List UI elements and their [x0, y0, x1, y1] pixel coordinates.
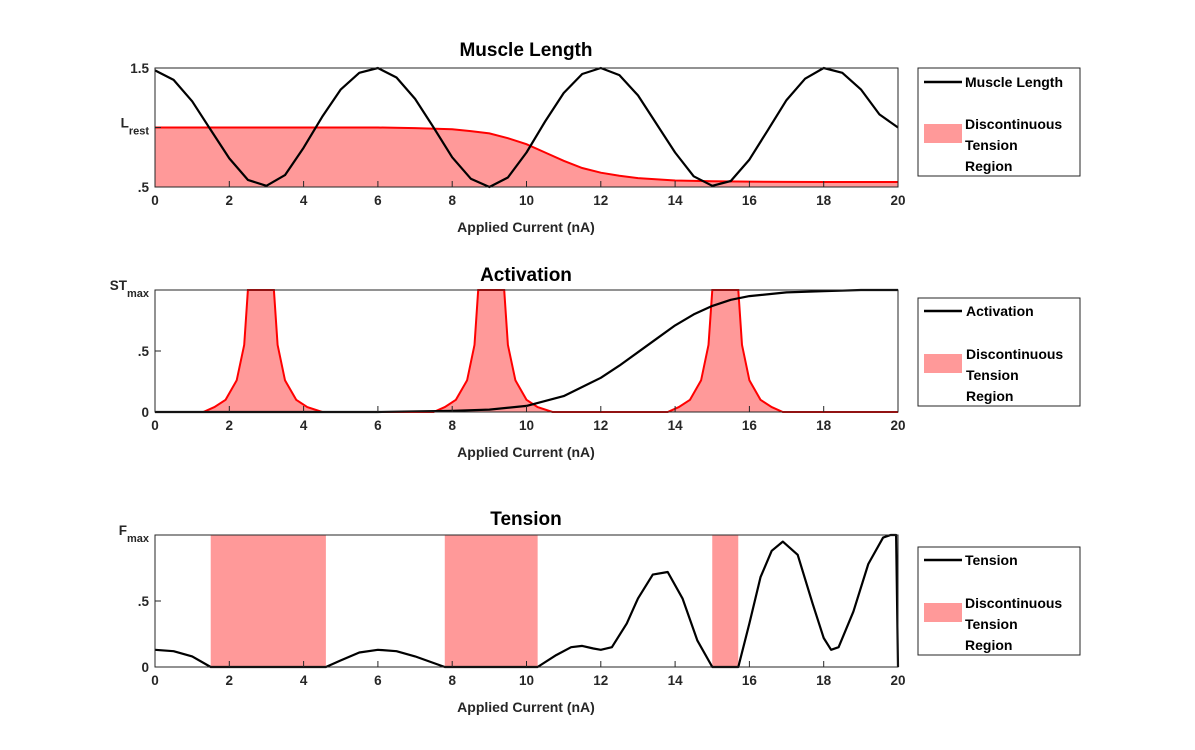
y-axis-ticks: 0 .5 Fmax	[119, 523, 161, 675]
x-tick-label: 2	[226, 193, 234, 208]
x-tick-label: 12	[593, 673, 608, 688]
x-tick-label: 0	[151, 418, 159, 433]
x-tick-label: 16	[742, 193, 758, 208]
series-line	[155, 288, 898, 414]
legend-box	[917, 297, 1081, 407]
legend[interactable]: Muscle Length Discontinuous Tension Region	[917, 67, 1081, 177]
panel-title: Muscle Length	[459, 40, 592, 61]
x-axis-label: Applied Current (nA)	[457, 444, 595, 460]
x-tick-label: 20	[890, 418, 905, 433]
y-tick-label: .5	[138, 180, 150, 195]
x-tick-label: 10	[519, 193, 534, 208]
x-axis-label: Applied Current (nA)	[457, 699, 595, 715]
y-axis-ticks: 0 .5 STmax	[110, 278, 161, 420]
y-tick-label: 1.5	[130, 61, 149, 76]
x-axis-ticks: 0 2 4 6 8 10 12 14 16 18 20	[151, 181, 906, 208]
x-tick-label: 0	[151, 193, 159, 208]
legend-label: Discontinuous Tension Region	[965, 116, 1062, 174]
x-tick-label: 8	[448, 673, 456, 688]
tension-region-area	[155, 290, 898, 412]
tension-region-band	[712, 535, 739, 667]
x-tick-label: 14	[668, 418, 684, 433]
y-tick-label: STmax	[110, 278, 150, 300]
x-tick-label: 12	[593, 418, 608, 433]
panel-tension: Tension 0 2 4 6 8 10 12 14 16 18 20 0 .5 Fmax Applie…	[119, 509, 1081, 715]
x-tick-label: 16	[742, 418, 758, 433]
legend-box	[917, 546, 1081, 656]
series-line	[154, 66, 899, 189]
x-tick-label: 10	[519, 418, 534, 433]
series-line	[154, 533, 900, 669]
legend-patch-swatch	[924, 603, 962, 622]
x-tick-label: 4	[300, 418, 308, 433]
y-tick-label: Lrest	[121, 116, 150, 138]
x-tick-label: 18	[816, 673, 832, 688]
x-tick-label: 6	[374, 193, 382, 208]
x-tick-label: 6	[374, 418, 382, 433]
tension-region-band	[444, 535, 538, 667]
legend[interactable]: Activation Discontinuous Tension Region	[917, 297, 1081, 407]
y-tick-label: .5	[138, 344, 150, 359]
x-tick-label: 4	[300, 193, 308, 208]
panel-title: Tension	[490, 509, 561, 530]
x-tick-label: 12	[593, 193, 608, 208]
legend-label: Muscle Length	[965, 74, 1063, 90]
y-axis-ticks: .5 Lrest 1.5	[121, 61, 161, 195]
legend-label: Tension	[965, 552, 1018, 568]
x-axis-ticks: 0 2 4 6 8 10 12 14 16 18 20	[151, 661, 906, 688]
panel-activation: Activation 0 2 4 6 8 10 12 14 16 18 20 0 .5 STmax Ap…	[110, 265, 1081, 460]
legend-box	[917, 67, 1081, 177]
legend-label: Discontinuous Tension Region	[966, 346, 1063, 404]
x-tick-label: 14	[668, 673, 684, 688]
x-tick-label: 8	[448, 418, 456, 433]
x-axis-ticks: 0 2 4 6 8 10 12 14 16 18 20	[151, 406, 906, 433]
x-tick-label: 0	[151, 673, 159, 688]
tension-region-band	[210, 535, 326, 667]
legend-label: Activation	[966, 303, 1034, 319]
x-tick-label: 2	[226, 418, 234, 433]
x-tick-label: 14	[668, 193, 684, 208]
legend-label: Discontinuous Tension Region	[965, 595, 1062, 653]
tension-region-edge	[155, 126, 898, 183]
x-tick-label: 20	[890, 193, 905, 208]
legend-patch-swatch	[924, 124, 962, 143]
x-axis-label: Applied Current (nA)	[457, 219, 595, 235]
x-tick-label: 4	[300, 673, 308, 688]
tension-region-area	[155, 127, 898, 187]
y-tick-label: Fmax	[119, 523, 150, 545]
y-tick-label: .5	[138, 594, 150, 609]
x-tick-label: 8	[448, 193, 456, 208]
panel-muscle-length: Muscle Length 0 2 4 6 8 10 12 14 16 18 20 .5 Lrest 1…	[121, 40, 1081, 235]
series-layer	[154, 533, 900, 669]
y-tick-label: 0	[141, 660, 149, 675]
legend-patch-swatch	[924, 354, 962, 373]
series-layer	[154, 66, 899, 189]
x-tick-label: 6	[374, 673, 382, 688]
legend[interactable]: Tension Discontinuous Tension Region	[917, 546, 1081, 656]
x-tick-label: 18	[816, 418, 832, 433]
x-tick-label: 20	[890, 673, 905, 688]
x-tick-label: 16	[742, 673, 758, 688]
x-tick-label: 2	[226, 673, 234, 688]
x-tick-label: 18	[816, 193, 832, 208]
x-tick-label: 10	[519, 673, 534, 688]
panel-title: Activation	[480, 265, 572, 286]
y-tick-label: 0	[141, 405, 149, 420]
